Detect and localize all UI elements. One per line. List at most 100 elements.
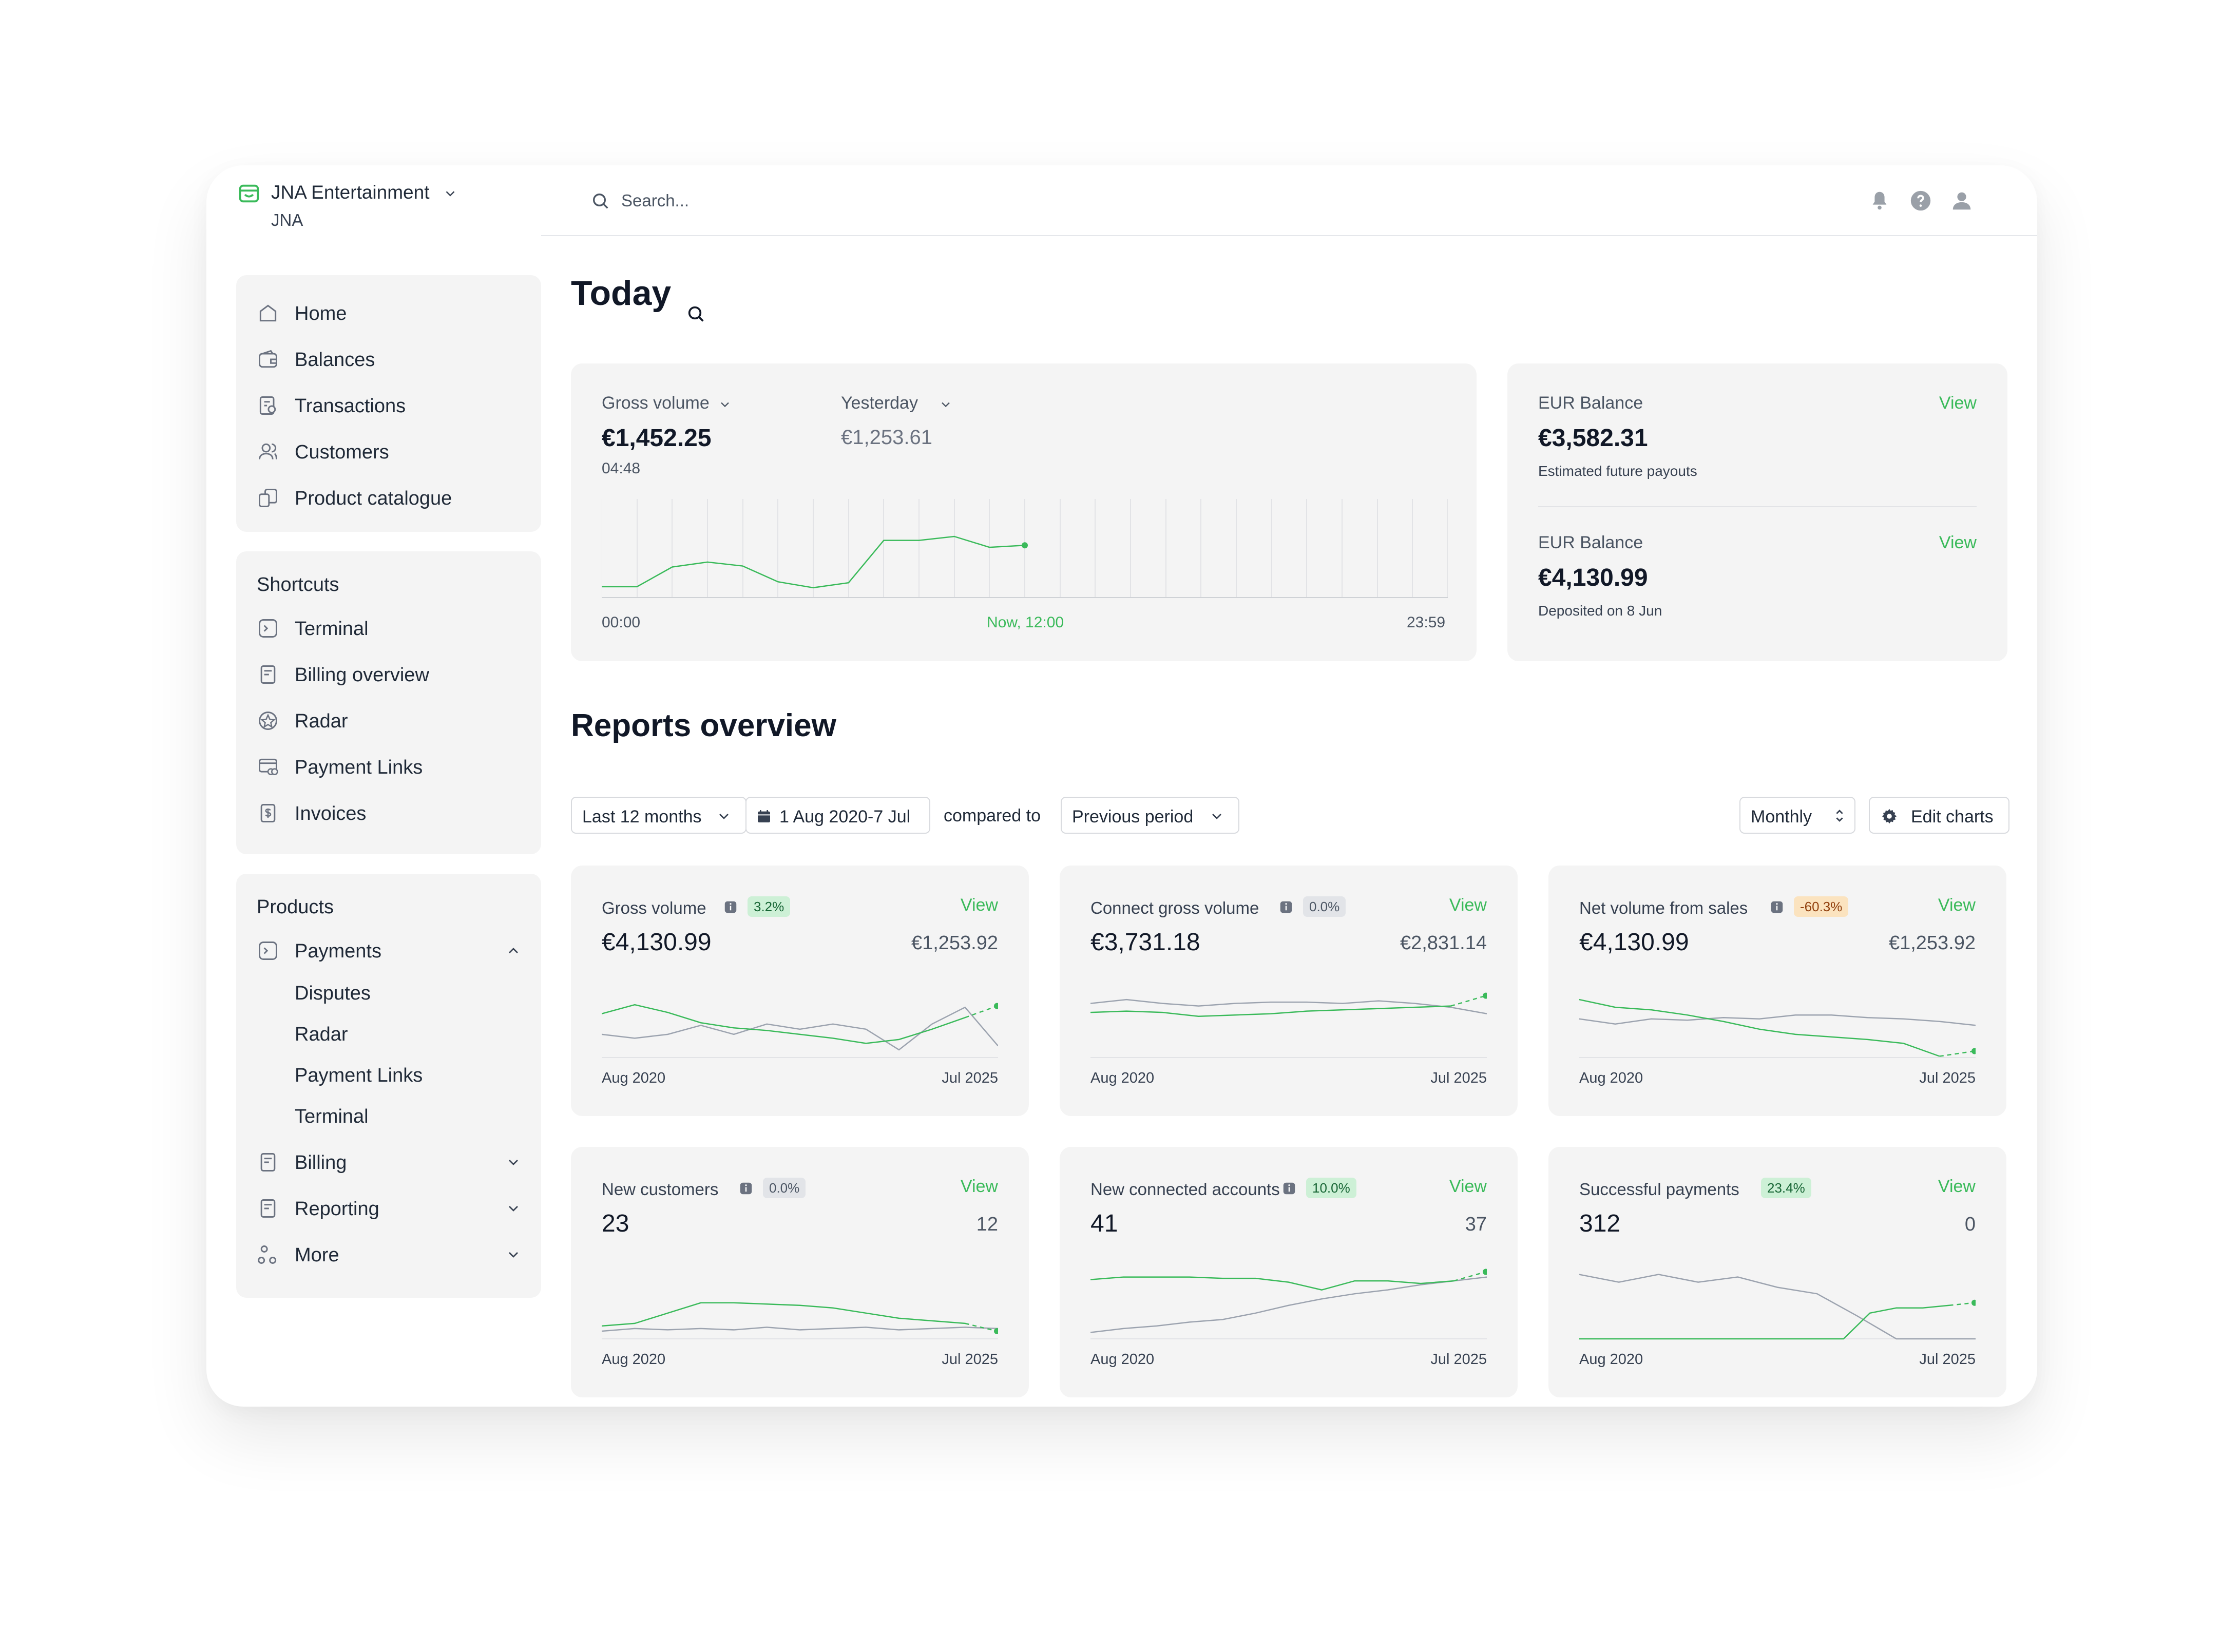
- nav-customers[interactable]: Customers: [236, 431, 541, 472]
- current-period-line: [1579, 998, 1940, 1057]
- reporting-icon: [260, 1199, 276, 1218]
- chevron-down-icon[interactable]: [505, 1200, 522, 1217]
- compare-select[interactable]: Previous period: [1061, 797, 1239, 834]
- projection-line: [965, 1322, 998, 1332]
- shortcut-payment-links[interactable]: Payment Links: [236, 746, 541, 787]
- metric-card-successful-payments: Successful payments 23.4% View 312 0 Aug…: [1548, 1147, 2006, 1397]
- metric-view-link[interactable]: View: [1449, 895, 1487, 915]
- catalogue-icon: [259, 489, 277, 507]
- interval-select[interactable]: Monthly: [1739, 797, 1855, 834]
- balance-sub: Estimated future payouts: [1538, 463, 1697, 479]
- current-period-line: [1090, 1276, 1454, 1291]
- shortcut-invoices[interactable]: Invoices: [236, 793, 541, 834]
- nav-label: Terminal: [295, 1106, 369, 1127]
- info-icon[interactable]: [738, 1181, 754, 1196]
- gross-volume-label[interactable]: Gross volume: [602, 393, 710, 413]
- nav-label: Radar: [295, 1024, 348, 1045]
- nav-payments[interactable]: Payments: [236, 930, 541, 971]
- nav-payment-links[interactable]: Payment Links: [236, 1054, 541, 1096]
- shortcut-radar[interactable]: Radar: [236, 700, 541, 741]
- nav-label: Customers: [295, 441, 389, 463]
- account-name[interactable]: JNA Entertainment: [271, 182, 430, 203]
- reports-title: Reports overview: [571, 708, 836, 743]
- nav-product-catalogue[interactable]: Product catalogue: [236, 477, 541, 518]
- bell-icon[interactable]: [1868, 189, 1891, 213]
- nav-home[interactable]: Home: [236, 293, 541, 334]
- info-icon[interactable]: [1281, 1181, 1297, 1196]
- info-icon[interactable]: [723, 899, 738, 915]
- search-icon: [593, 194, 608, 209]
- nav-transactions[interactable]: Transactions: [236, 385, 541, 426]
- chevron-down-icon[interactable]: [505, 1246, 522, 1263]
- metric-card-gross-volume: Gross volume 3.2% View €4,130.99 €1,253.…: [571, 866, 1029, 1116]
- change-badge: 10.0%: [1306, 1178, 1356, 1198]
- gross-volume-value: €1,452.25: [602, 425, 712, 452]
- payment-links-icon: [259, 758, 278, 775]
- nav-label: Disputes: [295, 983, 371, 1004]
- previous-period-line: [1090, 998, 1487, 1014]
- current-point-marker: [1022, 542, 1028, 549]
- successful-payments-chart: [1579, 1274, 1976, 1340]
- help-icon[interactable]: [1909, 189, 1932, 213]
- current-period-line: [1579, 1304, 1949, 1340]
- shortcut-billing-overview[interactable]: Billing overview: [236, 654, 541, 695]
- edit-charts-button[interactable]: Edit charts: [1869, 797, 2009, 834]
- search-input[interactable]: [621, 188, 929, 214]
- balance-value: €3,582.31: [1538, 425, 1648, 452]
- balance-view-link[interactable]: View: [1939, 533, 1977, 552]
- axis-start-label: Aug 2020: [602, 1070, 666, 1086]
- projection-line: [1949, 1302, 1975, 1307]
- balances-card: EUR Balance View €3,582.31 Estimated fut…: [1507, 363, 2007, 661]
- range-select[interactable]: Last 12 months: [571, 797, 746, 834]
- metric-view-link[interactable]: View: [1938, 895, 1976, 915]
- chevron-down-icon[interactable]: [718, 397, 732, 412]
- yesterday-label[interactable]: Yesterday: [841, 393, 918, 413]
- axis-end-label: Jul 2025: [942, 1351, 998, 1368]
- metric-view-link[interactable]: View: [960, 1177, 998, 1196]
- nav-label: Billing: [295, 1152, 347, 1174]
- nav-balances[interactable]: Balances: [236, 339, 541, 380]
- nav-radar[interactable]: Radar: [236, 1013, 541, 1054]
- shortcut-terminal[interactable]: Terminal: [236, 608, 541, 649]
- nav-more[interactable]: More: [236, 1234, 541, 1275]
- nav-billing[interactable]: Billing: [236, 1142, 541, 1183]
- search-icon[interactable]: [686, 304, 706, 324]
- today-gross-volume-card: Gross volume €1,452.25 04:48 Yesterday €…: [571, 363, 1477, 661]
- metric-view-link[interactable]: View: [1938, 1177, 1976, 1196]
- metric-view-link[interactable]: View: [1449, 1177, 1487, 1196]
- axis-end-label: Jul 2025: [1919, 1351, 1976, 1368]
- compared-to-label: compared to: [944, 806, 1041, 825]
- change-badge: 3.2%: [748, 896, 791, 917]
- invoice-icon: [260, 804, 276, 822]
- date-range-label: 1 Aug 2020-7 Jul: [779, 807, 911, 827]
- chevron-down-icon[interactable]: [443, 186, 458, 201]
- projection-end-marker: [1483, 992, 1487, 999]
- nav-terminal[interactable]: Terminal: [236, 1096, 541, 1137]
- more-icon: [258, 1245, 277, 1264]
- user-icon[interactable]: [1950, 189, 1974, 213]
- metric-title: Connect gross volume: [1090, 898, 1259, 917]
- projection-end-marker: [1971, 1048, 1976, 1054]
- edit-charts-label: Edit charts: [1911, 807, 1994, 827]
- nav-disputes[interactable]: Disputes: [236, 972, 541, 1013]
- calendar-icon: [758, 810, 770, 822]
- net-volume-chart: [1579, 998, 1976, 1058]
- info-icon[interactable]: [1278, 899, 1294, 915]
- change-badge: 23.4%: [1761, 1178, 1811, 1198]
- date-range-picker[interactable]: 1 Aug 2020-7 Jul: [745, 797, 930, 834]
- metric-view-link[interactable]: View: [960, 895, 998, 915]
- chevron-down-icon[interactable]: [939, 397, 953, 412]
- projection-line: [965, 1005, 998, 1019]
- info-icon[interactable]: [1769, 899, 1785, 915]
- metric-value: 23: [602, 1210, 629, 1237]
- metric-value: 312: [1579, 1210, 1621, 1237]
- previous-period-line: [1579, 1274, 1976, 1340]
- metric-value: 41: [1090, 1210, 1118, 1237]
- metric-title: Net volume from sales: [1579, 898, 1748, 917]
- nav-reporting[interactable]: Reporting: [236, 1188, 541, 1229]
- chevron-up-icon[interactable]: [505, 943, 522, 959]
- chevron-down-icon[interactable]: [505, 1154, 522, 1170]
- balance-view-link[interactable]: View: [1939, 393, 1977, 413]
- shortcuts-title: Shortcuts: [257, 574, 339, 596]
- main-nav: Home Balances Transactions Customers Pro…: [236, 275, 541, 532]
